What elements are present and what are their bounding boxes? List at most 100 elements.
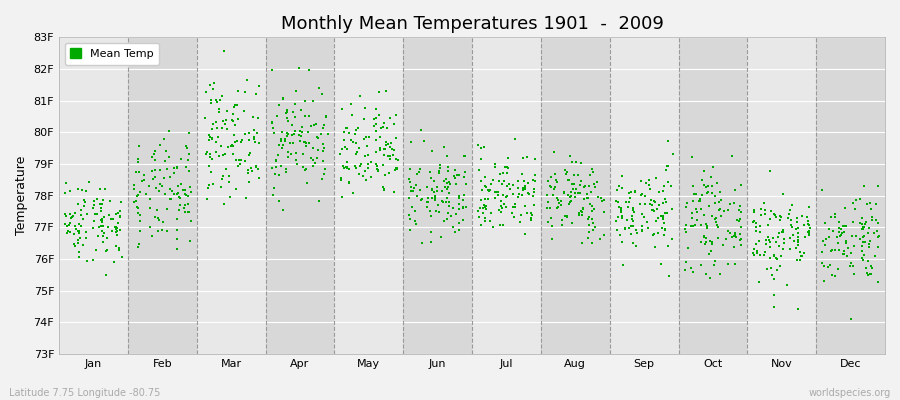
- Point: [857, 233, 871, 239]
- Point: [368, 128, 382, 134]
- Point: [560, 214, 574, 220]
- Point: [172, 207, 186, 213]
- Point: [180, 145, 194, 152]
- Point: [502, 186, 517, 192]
- Point: [176, 186, 190, 193]
- Point: [209, 149, 223, 155]
- Point: [723, 230, 737, 236]
- Point: [634, 192, 648, 198]
- Point: [855, 242, 869, 249]
- Point: [495, 192, 509, 198]
- Point: [58, 221, 73, 228]
- Point: [234, 136, 248, 143]
- Point: [585, 216, 599, 222]
- Point: [510, 194, 525, 200]
- Point: [377, 146, 392, 152]
- Point: [78, 228, 93, 235]
- Point: [524, 217, 538, 223]
- Point: [567, 181, 581, 187]
- Point: [314, 131, 328, 137]
- Point: [441, 179, 455, 185]
- Point: [113, 212, 128, 219]
- Point: [770, 256, 784, 262]
- Point: [287, 128, 302, 134]
- Point: [821, 264, 835, 270]
- Point: [178, 187, 193, 193]
- Point: [424, 229, 438, 236]
- Point: [231, 157, 246, 164]
- Point: [370, 167, 384, 173]
- Point: [403, 227, 418, 234]
- Point: [860, 201, 874, 207]
- Point: [346, 190, 360, 196]
- Point: [94, 222, 108, 229]
- Point: [241, 166, 256, 173]
- Point: [389, 135, 403, 141]
- Point: [389, 111, 403, 118]
- Point: [307, 122, 321, 128]
- Point: [212, 134, 226, 140]
- Point: [231, 163, 246, 169]
- Point: [425, 195, 439, 201]
- Point: [354, 161, 368, 168]
- Point: [559, 170, 573, 177]
- Point: [658, 226, 672, 232]
- Point: [389, 165, 403, 171]
- Point: [723, 200, 737, 207]
- Point: [95, 222, 110, 229]
- Point: [182, 129, 196, 136]
- Point: [130, 210, 145, 216]
- Point: [225, 142, 239, 148]
- Point: [311, 135, 326, 141]
- Point: [131, 156, 146, 162]
- Point: [242, 179, 256, 186]
- Point: [249, 164, 264, 170]
- Point: [870, 279, 885, 285]
- Point: [686, 223, 700, 230]
- Point: [351, 171, 365, 177]
- Point: [452, 220, 466, 226]
- Point: [488, 189, 502, 195]
- Point: [554, 202, 568, 208]
- Point: [773, 213, 788, 219]
- Point: [100, 247, 114, 253]
- Point: [335, 146, 349, 152]
- Point: [239, 77, 254, 83]
- Point: [526, 176, 540, 183]
- Point: [488, 161, 502, 168]
- Point: [716, 242, 731, 248]
- Point: [831, 239, 845, 246]
- Point: [858, 221, 872, 227]
- Point: [109, 242, 123, 249]
- Point: [801, 218, 815, 224]
- Point: [710, 180, 724, 187]
- Point: [653, 261, 668, 267]
- Point: [562, 199, 577, 206]
- Point: [165, 188, 179, 194]
- Point: [580, 195, 595, 201]
- Point: [266, 192, 280, 198]
- Point: [564, 158, 579, 165]
- Point: [694, 239, 708, 246]
- Point: [353, 162, 367, 169]
- Point: [402, 166, 417, 172]
- Point: [626, 216, 640, 222]
- Point: [561, 177, 575, 183]
- Point: [214, 176, 229, 182]
- Point: [339, 164, 354, 170]
- Point: [212, 96, 227, 103]
- Point: [413, 186, 428, 193]
- Point: [181, 192, 195, 199]
- Point: [63, 211, 77, 218]
- Point: [474, 222, 489, 228]
- Point: [659, 199, 673, 205]
- Point: [869, 228, 884, 235]
- Point: [320, 130, 335, 137]
- Point: [410, 171, 424, 177]
- Point: [478, 196, 492, 202]
- Point: [572, 190, 586, 196]
- Point: [764, 208, 778, 215]
- Point: [861, 241, 876, 247]
- Point: [70, 186, 85, 192]
- Point: [699, 222, 714, 229]
